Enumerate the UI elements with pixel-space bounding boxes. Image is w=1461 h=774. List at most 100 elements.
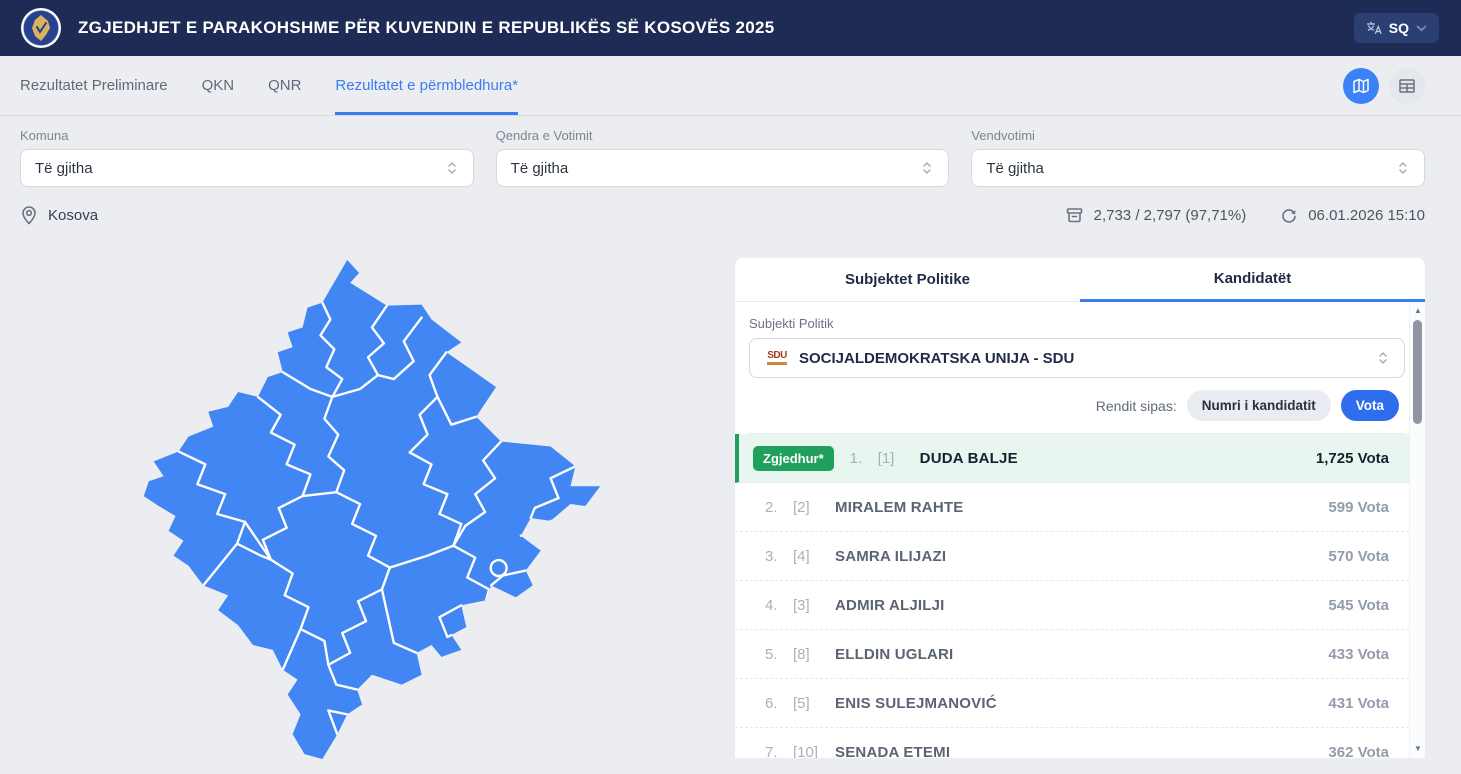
candidate-name: ENIS SULEJMANOVIĆ <box>835 694 997 712</box>
filter-komuna: Komuna Të gjitha <box>20 128 474 187</box>
filter-vendvotimi: Vendvotimi Të gjitha <box>971 128 1426 187</box>
ballot-box-icon <box>1066 208 1082 223</box>
candidate-rank: 1. <box>849 449 863 467</box>
tab-label: Subjektet Politike <box>844 271 971 288</box>
card-scrollbar[interactable]: ▲ ▼ <box>1409 302 1425 758</box>
tab-label: QNR <box>268 77 302 94</box>
sort-by-number-button[interactable]: Numri i kandidatit <box>1186 390 1331 421</box>
candidate-row[interactable]: 3. [4] SAMRA ILIJAZI 570 Vota <box>735 532 1409 581</box>
select-chevrons-icon <box>1399 162 1407 174</box>
location: Kosova <box>20 205 98 225</box>
candidate-list: Zgjedhur* 1. [1] DUDA BALJE 1,725 Vota 2… <box>735 434 1409 758</box>
candidate-row[interactable]: Zgjedhur* 1. [1] DUDA BALJE 1,725 Vota <box>735 434 1409 483</box>
scroll-down-icon[interactable]: ▼ <box>1414 744 1422 753</box>
party-select-label: Subjekti Politik <box>749 316 834 331</box>
sort-by-votes-button[interactable]: Vota <box>1340 390 1399 421</box>
sort-row: Rendit sipas: Numri i kandidatit Vota <box>749 378 1405 434</box>
refresh-icon[interactable] <box>1280 206 1298 224</box>
candidate-name: SAMRA ILIJAZI <box>835 547 947 565</box>
kqz-logo <box>21 8 61 48</box>
scrollbar-thumb[interactable] <box>1413 320 1422 424</box>
select-chevrons-icon <box>923 162 932 174</box>
app-header: ZGJEDHJET E PARAKOHSHME PËR KUVENDIN E R… <box>0 0 1461 56</box>
candidate-votes: 570 Vota <box>1328 547 1389 565</box>
selected-value: Të gjitha <box>35 159 93 177</box>
kosovo-map[interactable] <box>133 258 611 769</box>
scroll-up-icon[interactable]: ▲ <box>1414 306 1422 315</box>
map-view-button[interactable] <box>1343 67 1379 104</box>
filter-qendra-e-votimit: Qendra e Votimit Të gjitha <box>495 128 950 187</box>
candidate-rank: 6. <box>765 694 778 712</box>
language-selector[interactable]: SQ <box>1353 13 1439 43</box>
select-chevrons-icon <box>447 162 456 174</box>
candidate-name: SENADA ETEMI <box>835 743 951 759</box>
candidate-name: ELLDIN UGLARI <box>835 645 954 663</box>
counted-value: 2,733 / 2,797 (97,71%) <box>1093 206 1247 224</box>
tab-qkn[interactable]: QKN <box>202 56 235 115</box>
chevron-down-icon <box>1416 25 1427 31</box>
translate-icon <box>1366 21 1382 35</box>
table-view-button[interactable] <box>1389 67 1425 104</box>
tab-label: QKN <box>201 77 235 94</box>
candidate-votes: 599 Vota <box>1328 498 1389 516</box>
filters-section: Komuna Të gjitha Qendra e Votimit Të gji… <box>0 116 1461 187</box>
filter-label: Qendra e Votimit <box>495 128 593 143</box>
tab-rezultatet-preliminare[interactable]: Rezultatet Preliminare <box>20 56 168 115</box>
candidate-row[interactable]: 5. [8] ELLDIN UGLARI 433 Vota <box>735 630 1409 679</box>
vendvotimi-select[interactable]: Të gjitha <box>971 149 1426 187</box>
map-icon <box>1353 78 1369 93</box>
filter-label: Komuna <box>20 128 69 143</box>
location-label: Kosova <box>48 206 99 224</box>
candidate-name: ADMIR ALJILJI <box>835 596 945 614</box>
party-select[interactable]: SDU SOCIJALDEMOKRATSKA UNIJA - SDU <box>749 338 1405 378</box>
candidate-name: DUDA BALJE <box>919 449 1018 467</box>
candidate-votes: 433 Vota <box>1328 645 1389 663</box>
tab-label: Rezultatet Preliminare <box>20 77 168 94</box>
candidate-rank: 3. <box>765 547 778 565</box>
candidate-votes: 545 Vota <box>1328 596 1389 614</box>
tab-kandidatet[interactable]: Kandidatët <box>1080 258 1425 302</box>
candidate-row[interactable]: 4. [3] ADMIR ALJILJI 545 Vota <box>735 581 1409 630</box>
candidate-rank: 7. <box>765 743 778 759</box>
tab-subjektet-politike[interactable]: Subjektet Politike <box>735 258 1080 302</box>
results-card-tabs: Subjektet Politike Kandidatët <box>735 258 1425 302</box>
qendra-select[interactable]: Të gjitha <box>495 149 950 187</box>
main-area: Subjektet Politike Kandidatët Subjekti P… <box>0 227 1461 774</box>
candidate-votes: 362 Vota <box>1328 743 1389 759</box>
tab-qnr[interactable]: QNR <box>268 56 301 115</box>
page-title: ZGJEDHJET E PARAKOHSHME PËR KUVENDIN E R… <box>78 18 775 37</box>
party-select-value: SOCIJALDEMOKRATSKA UNIJA - SDU <box>799 349 1075 367</box>
elected-badge: Zgjedhur* <box>753 445 834 471</box>
main-nav: Rezultatet Preliminare QKN QNR Rezultate… <box>0 56 1461 116</box>
status-row: Kosova 2,733 / 2,797 (97,71%) 06.01.2026… <box>0 187 1461 227</box>
tab-label: Rezultatet e përmbledhura* <box>335 77 519 94</box>
party-logo-text: SDU <box>767 350 787 361</box>
komuna-select[interactable]: Të gjitha <box>20 149 474 187</box>
candidate-row[interactable]: 2. [2] MIRALEM RAHTE 599 Vota <box>735 483 1409 532</box>
counting-stats: 2,733 / 2,797 (97,71%) 06.01.2026 15:10 <box>1065 206 1425 224</box>
candidate-ballot-number: [3] <box>793 596 810 614</box>
view-toggles <box>1343 56 1425 115</box>
location-pin-icon <box>22 206 36 225</box>
candidate-ballot-number: [8] <box>793 645 810 663</box>
candidate-ballot-number: [2] <box>793 498 810 516</box>
candidate-rank: 4. <box>765 596 778 614</box>
last-updated: 06.01.2026 15:10 <box>1308 206 1425 224</box>
sort-label: Rendit sipas: <box>1095 397 1177 414</box>
selected-value: Të gjitha <box>986 159 1044 177</box>
candidate-rank: 5. <box>765 645 778 663</box>
party-logo: SDU <box>764 350 790 366</box>
results-card: Subjektet Politike Kandidatët Subjekti P… <box>735 258 1425 758</box>
tab-label: Kandidatët <box>1213 270 1292 287</box>
card-body: Subjekti Politik SDU SOCIJALDEMOKRATSKA … <box>735 302 1425 758</box>
candidate-row[interactable]: 6. [5] ENIS SULEJMANOVIĆ 431 Vota <box>735 679 1409 728</box>
tab-rezultatet-e-permbledhura[interactable]: Rezultatet e përmbledhura* <box>335 56 519 115</box>
filter-label: Vendvotimi <box>971 128 1035 143</box>
candidate-ballot-number: [1] <box>877 449 895 467</box>
table-icon <box>1399 78 1415 93</box>
selected-value: Të gjitha <box>510 159 569 177</box>
language-code: SQ <box>1388 20 1409 36</box>
candidate-ballot-number: [4] <box>793 547 810 565</box>
candidate-votes: 431 Vota <box>1328 694 1389 712</box>
candidate-row[interactable]: 7. [10] SENADA ETEMI 362 Vota <box>735 728 1409 759</box>
